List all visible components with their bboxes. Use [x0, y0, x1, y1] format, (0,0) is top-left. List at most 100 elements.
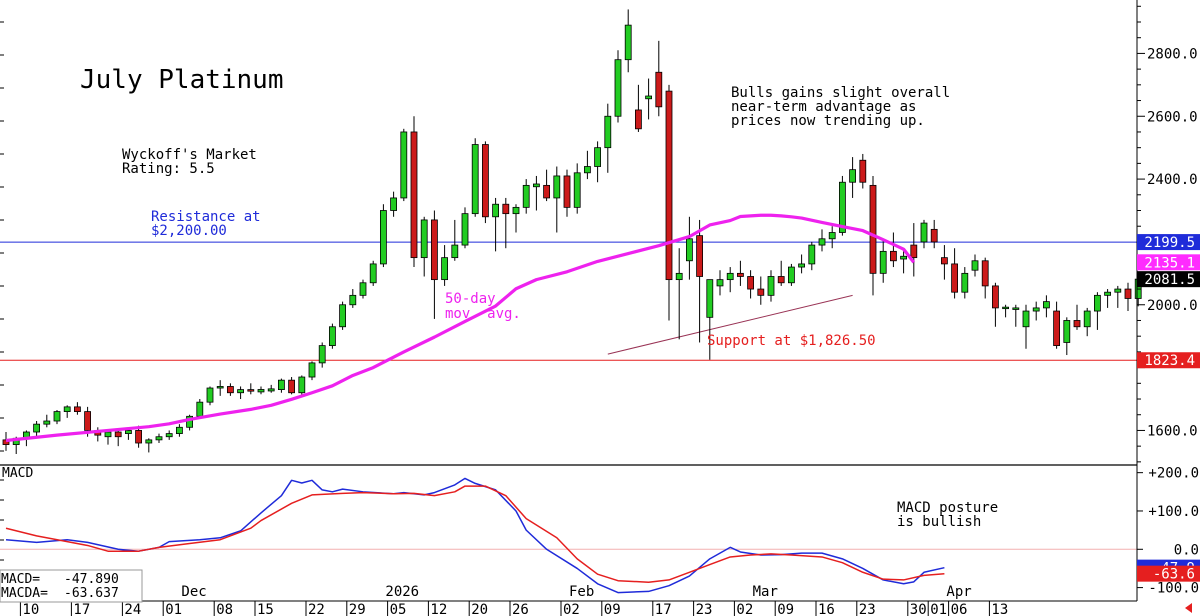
candle-body: [441, 257, 449, 281]
candle: [257, 386, 265, 395]
macd-flag-label: -63.6: [1153, 567, 1195, 583]
candle: [400, 128, 408, 202]
candle: [716, 270, 724, 296]
date-tick-label: 15: [257, 602, 274, 616]
candle: [584, 150, 591, 180]
candle: [277, 378, 285, 393]
candle: [267, 384, 275, 393]
price-tick-label: 1600.0: [1147, 423, 1198, 439]
moving-average-line-2: mov. avg.: [445, 306, 521, 322]
candle-body: [237, 389, 245, 394]
candle-body: [1094, 294, 1101, 312]
candle-body: [451, 244, 459, 259]
candle-body: [981, 260, 989, 287]
candle: [614, 50, 622, 123]
macda-line: [5, 485, 945, 583]
moving-average-line-1: 50-day: [445, 291, 496, 307]
candle: [971, 254, 979, 277]
price-flag-label: 2135.1: [1144, 255, 1195, 271]
date-group-label: Mar: [753, 584, 778, 600]
candle-body: [461, 213, 469, 246]
annotations: July Platinum Wyckoff's Market Rating: 5…: [0, 65, 998, 603]
candle-body: [1114, 288, 1122, 293]
candle-body: [696, 235, 703, 277]
candle: [798, 254, 805, 274]
candle: [890, 232, 897, 268]
candle-body: [849, 169, 856, 183]
left-arrow-icon[interactable]: [1168, 600, 1196, 616]
candle: [645, 78, 652, 120]
candle: [1002, 304, 1009, 318]
candle: [879, 238, 887, 283]
commentary-line-3: prices now trending up.: [731, 113, 925, 129]
candle: [420, 216, 428, 277]
candle-body: [737, 272, 744, 277]
candle: [369, 260, 377, 286]
candle-body: [359, 282, 367, 296]
commentary-line-1: Bulls gains slight overall: [731, 85, 950, 101]
candle: [624, 9, 632, 73]
candle-body: [216, 386, 224, 389]
candle-body: [318, 345, 326, 364]
candle: [492, 197, 500, 252]
candle: [1124, 282, 1132, 312]
candle-body: [665, 90, 673, 281]
date-tick-label: 13: [991, 602, 1008, 616]
candle-body: [971, 260, 979, 271]
candle-body: [379, 210, 387, 265]
macd-panel-title: MACD: [2, 466, 33, 481]
candle: [1083, 307, 1091, 337]
candle-body: [1012, 307, 1020, 310]
candle: [961, 267, 969, 299]
date-tick-label: 29: [349, 602, 366, 616]
date-tick-label: 09: [777, 602, 794, 616]
candle: [43, 414, 51, 428]
candle: [1022, 304, 1030, 349]
candle: [104, 430, 112, 445]
candle: [1043, 295, 1050, 318]
candle: [165, 430, 173, 440]
candle: [481, 141, 489, 224]
macd-flag: [1137, 565, 1200, 582]
candle-body: [828, 232, 836, 240]
candle: [359, 279, 367, 299]
candle: [920, 219, 928, 249]
date-tick-label: 30: [910, 602, 927, 616]
candle: [512, 204, 520, 233]
candle-body: [941, 257, 948, 265]
macd-tick-label: 0.0: [1174, 542, 1199, 558]
candle-body: [798, 263, 805, 268]
candle: [451, 219, 459, 261]
candle-body: [1002, 306, 1009, 310]
date-tick-label: 20: [471, 602, 488, 616]
price-flag: [1137, 271, 1200, 288]
candle-body: [410, 131, 418, 259]
candle: [706, 279, 714, 360]
candle-body: [767, 276, 775, 296]
candle-body: [257, 389, 265, 393]
candle-body: [175, 426, 183, 434]
candle: [686, 216, 693, 280]
candle-body: [879, 250, 887, 274]
candle: [543, 169, 550, 202]
candle-body: [788, 266, 795, 284]
date-tick-label: 23: [859, 602, 876, 616]
candle-body: [206, 387, 214, 403]
candle: [1063, 317, 1071, 356]
candle: [298, 375, 306, 396]
candle: [53, 410, 61, 425]
candle: [339, 301, 347, 330]
macd-annotation-line-1: MACD posture: [897, 500, 998, 516]
candle-body: [706, 279, 714, 318]
resistance-line-1: Resistance at: [151, 209, 261, 225]
candle: [196, 399, 204, 418]
candle-body: [390, 197, 398, 211]
candle-body: [492, 203, 500, 218]
candle-body: [584, 166, 591, 174]
candle: [226, 383, 234, 396]
date-tick-label: 02: [736, 602, 753, 616]
candle-body: [655, 71, 663, 108]
candle-body: [74, 406, 81, 412]
